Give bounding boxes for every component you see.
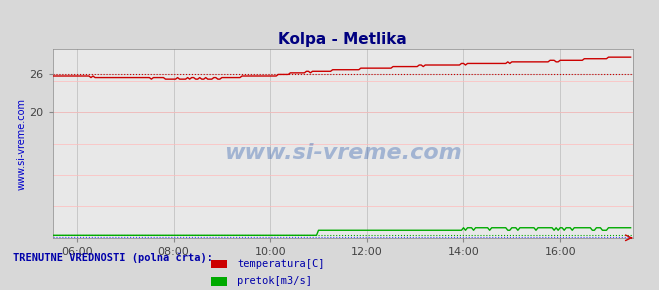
Text: www.si-vreme.com: www.si-vreme.com bbox=[224, 143, 461, 163]
Y-axis label: www.si-vreme.com: www.si-vreme.com bbox=[16, 97, 27, 190]
Text: TRENUTNE VREDNOSTI (polna črta):: TRENUTNE VREDNOSTI (polna črta): bbox=[13, 253, 213, 263]
Text: temperatura[C]: temperatura[C] bbox=[237, 259, 325, 269]
FancyBboxPatch shape bbox=[211, 278, 227, 286]
FancyBboxPatch shape bbox=[211, 260, 227, 268]
Text: pretok[m3/s]: pretok[m3/s] bbox=[237, 276, 312, 286]
Title: Kolpa - Metlika: Kolpa - Metlika bbox=[278, 32, 407, 47]
